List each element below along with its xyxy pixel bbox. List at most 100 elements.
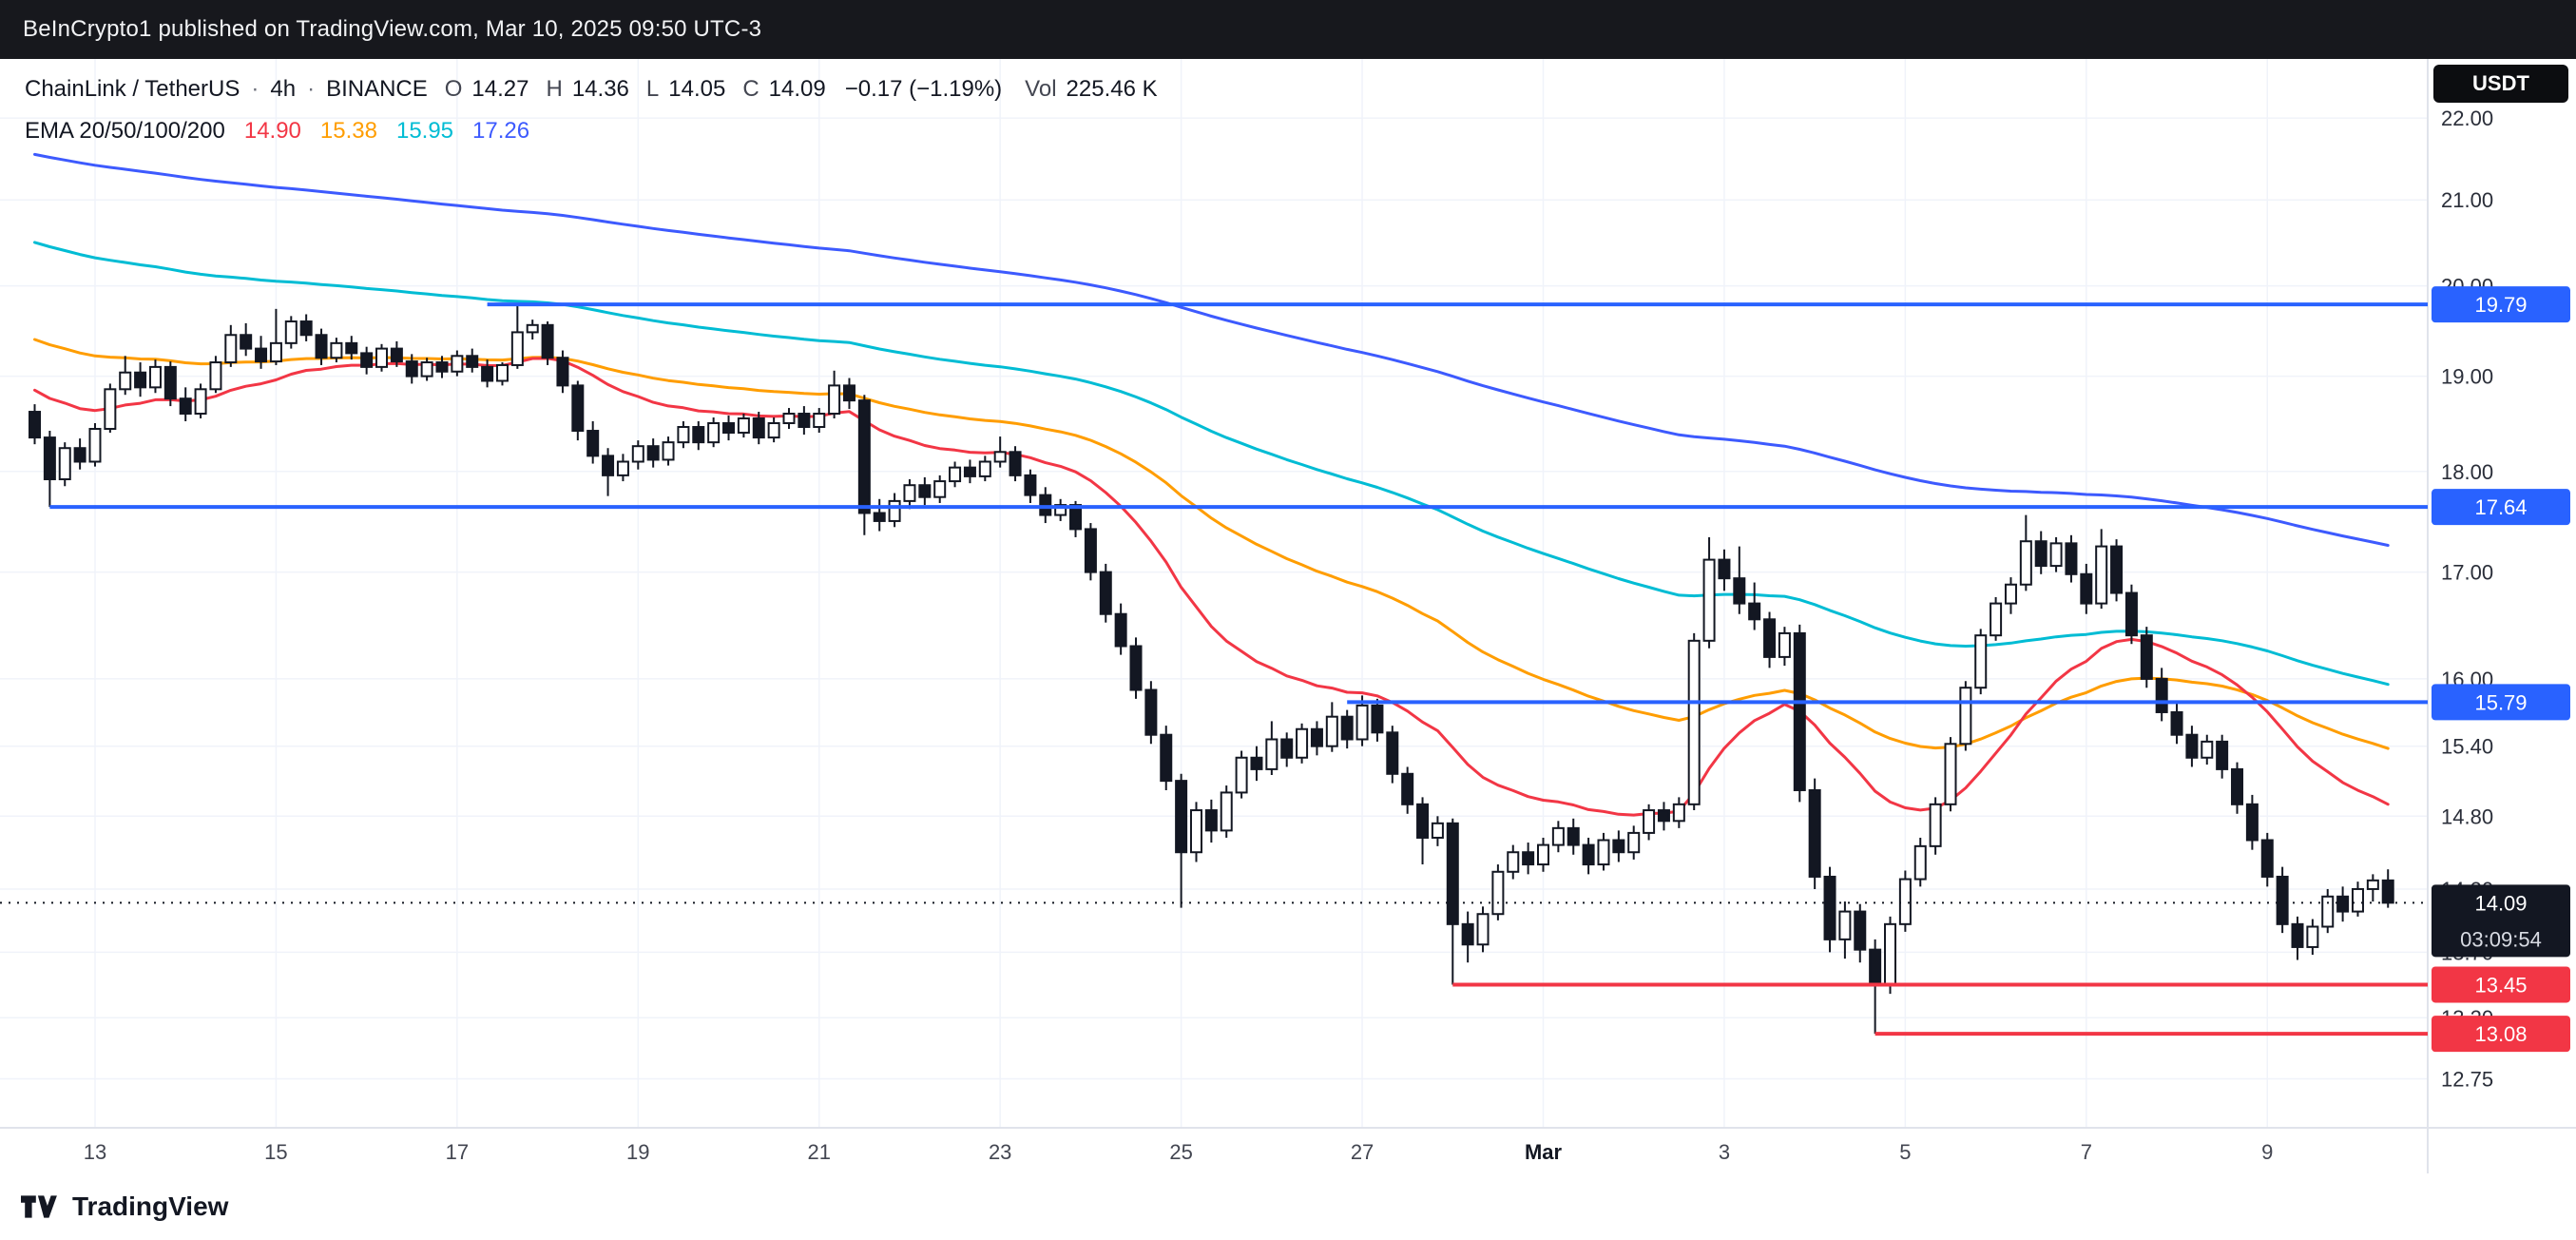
price-tick-label[interactable]: 18.00 — [2441, 460, 2493, 484]
price-tick-label[interactable]: 17.00 — [2441, 561, 2493, 585]
candle-body-down — [1763, 618, 1777, 658]
interval-value[interactable]: 4h — [270, 76, 297, 102]
candle-body-down — [541, 323, 554, 359]
candle-body-up — [1838, 910, 1852, 940]
low-value: 14.05 — [668, 76, 726, 102]
candle-body-up — [1551, 826, 1565, 846]
price-tick-label[interactable]: 21.00 — [2441, 188, 2493, 212]
candle-body-down — [963, 466, 976, 477]
candle-body-up — [1325, 715, 1338, 747]
candle-body-up — [949, 466, 962, 483]
candle-body-down — [315, 334, 328, 359]
candle-body-up — [1944, 743, 1957, 805]
price-tick-label[interactable]: 12.75 — [2441, 1067, 2493, 1091]
legend-separator: · — [307, 76, 316, 102]
candle-body-down — [692, 426, 705, 444]
price-tick-label[interactable]: 15.40 — [2441, 735, 2493, 759]
candle-body-up — [119, 371, 132, 391]
ema-100-line — [33, 241, 2390, 687]
last-price-badge — [2432, 884, 2570, 958]
candle-body-down — [1869, 948, 1882, 986]
candle-body-down — [602, 455, 615, 476]
candle-body-up — [330, 341, 343, 359]
symbol-name[interactable]: ChainLink / TetherUS — [25, 76, 240, 102]
candle-body-down — [1854, 910, 1867, 951]
candle-body-down — [1099, 571, 1112, 615]
candle-body-up — [933, 480, 947, 498]
candle-body-up — [782, 413, 796, 425]
legend-symbol-row: ChainLink / TetherUS · 4h · BINANCE O 14… — [25, 72, 1158, 107]
ema-50-value: 15.38 — [319, 118, 377, 144]
price-label-text: 15.79 — [2474, 690, 2527, 714]
candle-body-up — [737, 417, 750, 435]
candle-body-down — [1567, 826, 1580, 846]
candle-body-down — [1069, 504, 1083, 531]
candle-body-up — [1265, 738, 1278, 770]
candle-body-up — [2351, 887, 2364, 913]
candle-body-down — [1204, 809, 1218, 832]
open-label: O — [444, 76, 463, 102]
price-tick-label[interactable]: 22.00 — [2441, 107, 2493, 130]
ema-100-value: 15.95 — [395, 118, 454, 144]
price-label-text: 13.08 — [2474, 1022, 2527, 1046]
ema-indicator-label[interactable]: EMA 20/50/100/200 — [25, 118, 225, 144]
price-tick-label[interactable]: 14.80 — [2441, 804, 2493, 828]
time-tick-15[interactable]: 15 — [264, 1140, 287, 1164]
candle-body-down — [1024, 474, 1037, 496]
candle-body-up — [1189, 809, 1202, 854]
price-label-badge-13.45 — [2432, 966, 2570, 1003]
time-tick-5[interactable]: 5 — [1899, 1140, 1911, 1164]
candle-body-down — [1039, 494, 1052, 516]
chart-legend: ChainLink / TetherUS · 4h · BINANCE O 14… — [25, 72, 1158, 148]
candle-body-down — [918, 484, 932, 498]
candle-body-down — [1401, 772, 1414, 805]
tradingview-logo-icon[interactable] — [21, 1191, 59, 1223]
candle-body-up — [662, 441, 675, 461]
time-tick-21[interactable]: 21 — [807, 1140, 830, 1164]
time-tick-Mar[interactable]: Mar — [1525, 1140, 1563, 1164]
time-tick-7[interactable]: 7 — [2081, 1140, 2092, 1164]
candle-body-up — [104, 388, 117, 431]
candle-body-up — [2366, 879, 2379, 890]
time-tick-13[interactable]: 13 — [84, 1140, 106, 1164]
candle-body-down — [1522, 851, 1535, 866]
candle-body-down — [1114, 612, 1127, 648]
candle-body-up — [1913, 844, 1927, 881]
exchange-name: BINANCE — [326, 76, 428, 102]
currency-toggle-usdt[interactable]: USDT — [2433, 65, 2568, 103]
time-tick-17[interactable]: 17 — [446, 1140, 469, 1164]
candle-body-up — [375, 347, 389, 368]
price-label-badge-17.64 — [2432, 489, 2570, 526]
candle-body-down — [299, 320, 313, 337]
tradingview-brand[interactable]: TradingView — [72, 1192, 229, 1221]
candle-body-down — [2291, 922, 2304, 948]
candle-body-up — [1537, 843, 1549, 866]
time-tick-25[interactable]: 25 — [1169, 1140, 1192, 1164]
candle-body-up — [2019, 540, 2032, 586]
candle-body-down — [2260, 839, 2274, 878]
candle-body-up — [284, 320, 298, 344]
candle-body-down — [2185, 733, 2199, 759]
candle-body-down — [29, 411, 41, 439]
candle-body-down — [2140, 634, 2153, 680]
candle-body-up — [1355, 704, 1369, 741]
candle-body-up — [1054, 504, 1067, 516]
time-tick-23[interactable]: 23 — [989, 1140, 1011, 1164]
time-tick-19[interactable]: 19 — [626, 1140, 649, 1164]
candlestick-series[interactable] — [29, 304, 2394, 1035]
time-tick-27[interactable]: 27 — [1351, 1140, 1374, 1164]
price-tick-label[interactable]: 19.00 — [2441, 365, 2493, 389]
candle-body-up — [1778, 631, 1791, 658]
candle-body-up — [2321, 895, 2335, 928]
candle-body-up — [616, 460, 629, 476]
time-tick-3[interactable]: 3 — [1719, 1140, 1730, 1164]
time-tick-9[interactable]: 9 — [2261, 1140, 2273, 1164]
candle-body-down — [1582, 843, 1595, 866]
candle-body-down — [1416, 803, 1430, 839]
candle-body-down — [2245, 803, 2259, 842]
candle-body-down — [134, 371, 147, 389]
price-label-text: 19.79 — [2474, 293, 2527, 317]
price-label-badge-13.08 — [2432, 1016, 2570, 1053]
candle-body-down — [1748, 602, 1761, 621]
